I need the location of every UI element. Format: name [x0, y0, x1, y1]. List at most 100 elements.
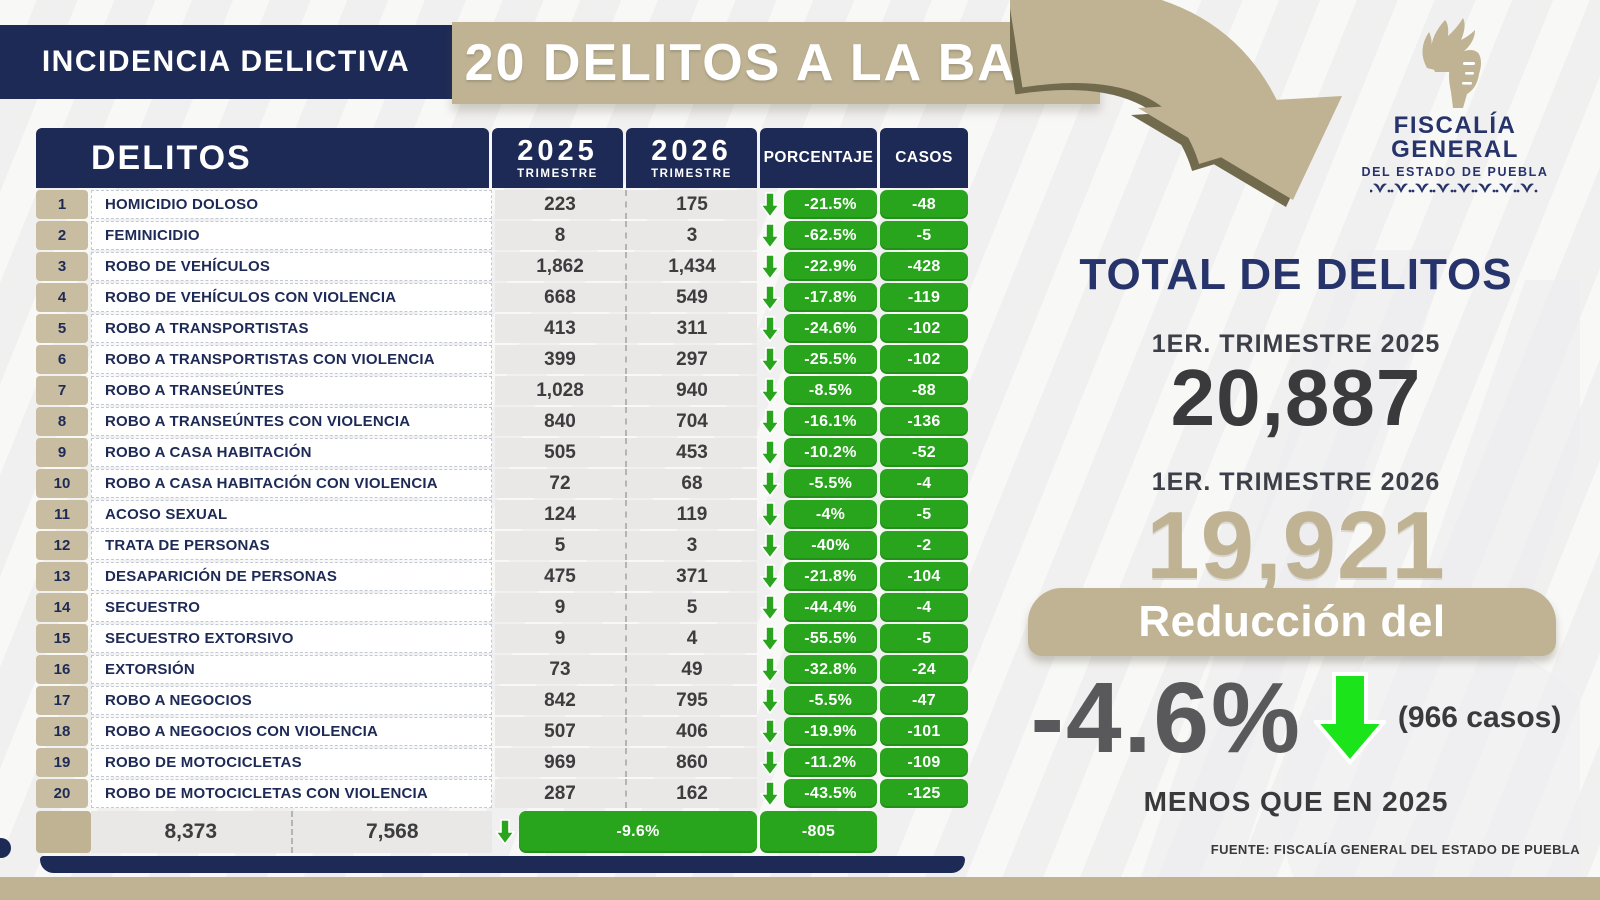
value-2025: 399: [495, 345, 627, 374]
row-number: 19: [36, 748, 88, 777]
cases-cell: -2: [880, 531, 968, 560]
value-2026: 795: [676, 689, 708, 711]
value-2026: 49: [681, 658, 703, 680]
crime-name: ROBO DE MOTOCICLETAS CON VIOLENCIA: [91, 779, 492, 808]
value-2025: 5: [495, 531, 627, 560]
value-2026: 453: [676, 441, 708, 463]
comparison-text: MENOS QUE EN 2025: [1143, 786, 1449, 817]
value-2025: 413: [495, 314, 627, 343]
cases-cell: -136: [880, 407, 968, 436]
percentage-cell: -55.5%: [760, 624, 877, 653]
totals-label: ROBOS TOTALES: [36, 811, 176, 853]
value-2026: 860: [676, 751, 708, 773]
header-delitos-label: DELITOS: [91, 138, 252, 177]
value-cells: 72 68: [495, 469, 757, 498]
percentage-badge: -10.2%: [784, 438, 877, 467]
percentage-cell: -43.5%: [760, 779, 877, 808]
down-arrow-icon: [760, 749, 780, 776]
source-text: FUENTE: FISCALÍA GENERAL DEL ESTADO DE P…: [1210, 842, 1580, 857]
crime-name: ACOSO SEXUAL: [91, 500, 492, 529]
table-row: 4 ROBO DE VEHÍCULOS CON VIOLENCIA 668 54…: [36, 283, 971, 312]
percentage-badge: -17.8%: [784, 283, 877, 312]
crime-name: EXTORSIÓN: [91, 655, 492, 684]
header-2025: 2025 TRIMESTRE: [492, 128, 623, 188]
value-2026: 119: [676, 503, 708, 525]
value-cells: 73 49: [495, 655, 757, 684]
row-number: 5: [36, 314, 88, 343]
percentage-cell: -5.5%: [760, 469, 877, 498]
table-row: 2 FEMINICIDIO 8 3 -62.5% -5: [36, 221, 971, 250]
period2-value: 19,921: [1146, 492, 1446, 599]
value-2025: 72: [495, 469, 627, 498]
value-2025: 73: [495, 655, 627, 684]
percentage-cell: -25.5%: [760, 345, 877, 374]
percentage-cell: -19.9%: [760, 717, 877, 746]
cases-cell: -88: [880, 376, 968, 405]
crime-name: TRATA DE PERSONAS: [91, 531, 492, 560]
table-row: 16 EXTORSIÓN 73 49 -32.8% -24: [36, 655, 971, 684]
value-2025: 969: [495, 748, 627, 777]
cases-badge: -102: [880, 345, 968, 374]
cases-badge: -101: [880, 717, 968, 746]
period1-value: 20,887: [1170, 353, 1422, 442]
percentage-badge: -4%: [784, 500, 877, 529]
cases-badge: -5: [880, 624, 968, 653]
percentage-cell: -10.2%: [760, 438, 877, 467]
reduction-value: -4.6%: [1030, 662, 1302, 774]
down-arrow-icon: [760, 656, 780, 683]
big-down-arrow-icon: [1313, 672, 1386, 766]
header-2025-year: 2025: [517, 134, 598, 167]
percentage-badge: -43.5%: [784, 779, 877, 808]
row-number: 15: [36, 624, 88, 653]
logo-line1: FISCALÍA: [1393, 112, 1517, 139]
header-2026-year: 2026: [651, 134, 732, 167]
fiscalia-logo: FISCALÍA GENERAL DEL ESTADO DE PUEBLA: [1355, 10, 1555, 194]
cases-badge: -24: [880, 655, 968, 684]
totals-value-2025: 8,373: [91, 811, 293, 853]
cases-badge: -4: [880, 469, 968, 498]
cases-badge: -52: [880, 438, 968, 467]
table-row: 11 ACOSO SEXUAL 124 119 -4% -5: [36, 500, 971, 529]
crime-name: ROBO A TRANSPORTISTAS: [91, 314, 492, 343]
value-2025: 9: [495, 593, 627, 622]
crime-name: DESAPARICIÓN DE PERSONAS: [91, 562, 492, 591]
crime-name: ROBO A CASA HABITACIÓN CON VIOLENCIA: [91, 469, 492, 498]
crime-name: ROBO A CASA HABITACIÓN: [91, 438, 492, 467]
cases-cell: -102: [880, 345, 968, 374]
crime-name: ROBO DE VEHÍCULOS: [91, 252, 492, 281]
row-number: 16: [36, 655, 88, 684]
logo-ornament: [1370, 183, 1538, 193]
crime-name: HOMICIDIO DOLOSO: [91, 190, 492, 219]
row-number: 20: [36, 779, 88, 808]
crime-name: ROBO A NEGOCIOS: [91, 686, 492, 715]
reduction-row: -4.6% (966 casos): [1000, 668, 1592, 768]
section-title-banner: INCIDENCIA DELICTIVA: [0, 25, 452, 99]
percentage-badge: -11.2%: [784, 748, 877, 777]
cases-cell: -52: [880, 438, 968, 467]
cases-badge: -5: [880, 221, 968, 250]
crime-name: ROBO A TRANSPORTISTAS CON VIOLENCIA: [91, 345, 492, 374]
crime-name: SECUESTRO: [91, 593, 492, 622]
percentage-badge: -32.8%: [784, 655, 877, 684]
crime-name: ROBO A NEGOCIOS CON VIOLENCIA: [91, 717, 492, 746]
value-2025: 124: [495, 500, 627, 529]
totals-row: ROBOS TOTALES 8,373 7,568 -9.6% -805: [36, 811, 971, 853]
cases-badge: -125: [880, 779, 968, 808]
percentage-badge: -5.5%: [784, 469, 877, 498]
value-2026: 162: [676, 782, 708, 804]
value-cells: 124 119: [495, 500, 757, 529]
row-number: 6: [36, 345, 88, 374]
value-2026: 3: [686, 534, 698, 556]
down-arrow-icon: [760, 501, 780, 528]
cases-cell: -47: [880, 686, 968, 715]
totals-percentage-badge: -9.6%: [519, 811, 757, 853]
down-arrow-icon: [760, 718, 780, 745]
value-cells: 969 860: [495, 748, 757, 777]
totals-cases-badge: -805: [760, 811, 877, 853]
percentage-badge: -44.4%: [784, 593, 877, 622]
table-row: 5 ROBO A TRANSPORTISTAS 413 311 -24.6% -…: [36, 314, 971, 343]
cases-badge: -428: [880, 252, 968, 281]
value-2026: 704: [676, 410, 708, 432]
cases-cell: -24: [880, 655, 968, 684]
header-casos-label: CASOS: [895, 149, 953, 166]
